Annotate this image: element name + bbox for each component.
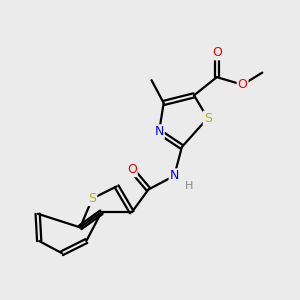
Text: O: O [238,78,248,91]
Text: H: H [185,182,194,191]
Text: O: O [127,163,137,176]
Text: S: S [204,112,212,124]
Text: N: N [154,125,164,138]
Text: S: S [88,192,96,205]
Text: N: N [169,169,179,182]
Text: O: O [212,46,222,59]
